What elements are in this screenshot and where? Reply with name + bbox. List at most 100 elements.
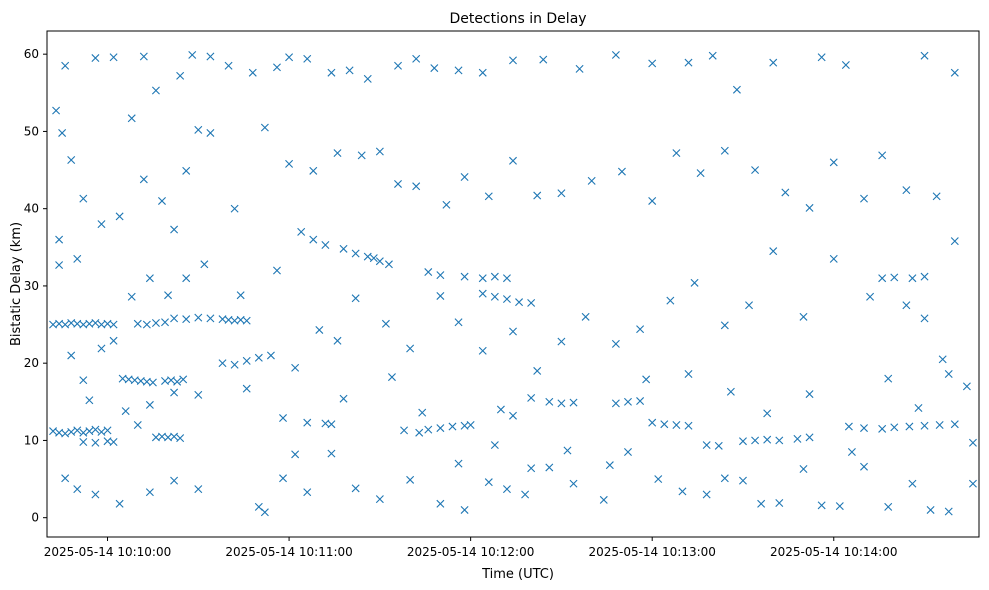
data-point: [148, 378, 157, 387]
data-point: [660, 420, 669, 429]
data-point: [654, 475, 663, 484]
data-point: [67, 351, 76, 360]
data-point: [381, 319, 390, 328]
data-point: [521, 490, 530, 499]
data-point: [805, 390, 814, 399]
data-point: [103, 426, 112, 435]
data-point: [339, 394, 348, 403]
data-point: [224, 61, 233, 70]
data-point: [236, 291, 245, 300]
data-point: [502, 295, 511, 304]
data-point: [327, 420, 336, 429]
data-point: [97, 344, 106, 353]
data-point: [648, 196, 657, 205]
data-point: [920, 314, 929, 323]
data-point: [545, 463, 554, 472]
data-point: [611, 399, 620, 408]
data-point: [127, 114, 136, 123]
data-point: [738, 437, 747, 446]
data-point: [557, 399, 566, 408]
data-point: [763, 409, 772, 418]
data-point: [115, 499, 124, 508]
data-point: [164, 291, 173, 300]
data-point: [527, 393, 536, 402]
data-point: [496, 405, 505, 414]
data-point: [884, 374, 893, 383]
y-tick-label: 60: [24, 47, 39, 61]
data-point: [935, 420, 944, 429]
data-point: [569, 398, 578, 407]
data-point: [714, 441, 723, 450]
data-point: [115, 212, 124, 221]
data-point: [775, 436, 784, 445]
data-point: [878, 424, 887, 433]
data-point: [170, 225, 179, 234]
data-point: [412, 54, 421, 63]
y-tick-label: 10: [24, 433, 39, 447]
data-point: [738, 476, 747, 485]
data-point: [230, 204, 239, 213]
data-point: [182, 315, 191, 324]
data-point: [805, 203, 814, 212]
data-point: [436, 424, 445, 433]
data-point: [351, 249, 360, 258]
data-point: [230, 360, 239, 369]
data-point: [478, 274, 487, 283]
data-point: [515, 298, 524, 307]
data-point: [139, 175, 148, 184]
data-point: [950, 68, 959, 77]
data-point: [73, 254, 82, 263]
data-point: [254, 353, 263, 362]
data-point: [61, 474, 70, 483]
data-point: [581, 312, 590, 321]
data-point: [394, 61, 403, 70]
data-point: [97, 220, 106, 229]
y-tick-label: 40: [24, 202, 39, 216]
data-point: [938, 355, 947, 364]
data-point: [847, 448, 856, 457]
data-point: [67, 427, 76, 436]
data-point: [509, 327, 517, 336]
data-point: [73, 485, 82, 494]
data-point: [194, 313, 203, 322]
data-point: [327, 68, 336, 77]
data-point: [285, 159, 294, 168]
data-point: [61, 429, 70, 438]
data-point: [442, 200, 451, 209]
data-point: [448, 422, 457, 431]
data-point: [387, 373, 396, 382]
data-point: [73, 426, 82, 435]
data-point: [182, 166, 191, 175]
data-point: [285, 53, 294, 62]
data-point: [860, 424, 869, 433]
data-point: [835, 502, 844, 511]
data-point: [248, 68, 257, 77]
data-point: [85, 427, 94, 436]
data-point: [509, 156, 517, 165]
data-point: [91, 438, 100, 447]
data-point: [533, 366, 542, 375]
data-point: [642, 375, 651, 384]
data-point: [878, 274, 887, 283]
data-point: [272, 266, 281, 275]
data-point: [170, 314, 179, 323]
data-point: [369, 254, 378, 263]
data-point: [920, 51, 929, 60]
data-point: [79, 428, 88, 437]
data-point: [52, 106, 61, 115]
x-tick-label: 2025-05-14 10:10:00: [44, 545, 171, 559]
data-point: [950, 237, 959, 246]
data-point: [179, 375, 188, 384]
plot-frame: [46, 30, 980, 538]
data-point: [127, 292, 136, 301]
data-point: [757, 499, 766, 508]
data-point: [151, 86, 160, 95]
data-point: [79, 194, 88, 203]
data-point: [309, 235, 318, 244]
data-point: [926, 505, 935, 514]
data-point: [49, 427, 58, 436]
data-point: [769, 58, 778, 67]
data-point: [333, 336, 342, 345]
data-point: [333, 149, 342, 158]
